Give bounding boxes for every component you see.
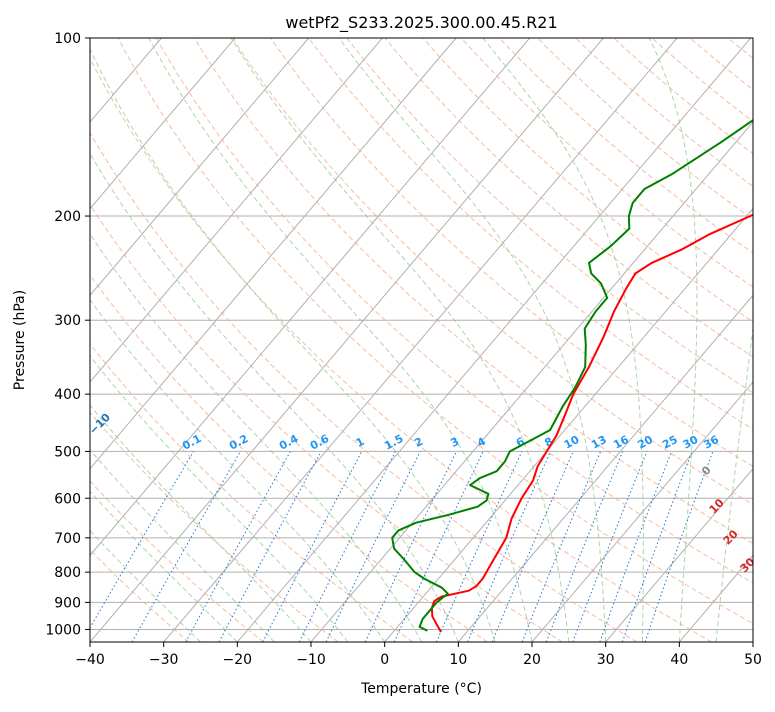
mixing-ratio-label: 20 <box>635 433 655 452</box>
mixing-ratio-line <box>468 451 551 642</box>
y-tick-label: 800 <box>54 565 81 581</box>
x-tick-label: −40 <box>75 652 105 668</box>
y-axis-ticks: 100 200 300 400 500 600 700 800 900 1000 <box>45 31 90 638</box>
isotherm-line <box>16 38 529 642</box>
y-axis-label: Pressure (hPa) <box>12 290 28 390</box>
mixing-ratio-line <box>132 451 240 642</box>
x-axis-ticks: −40 −30 −20 −10 0 10 20 30 40 50 <box>75 642 762 668</box>
dry-adiabat-line <box>611 36 775 642</box>
mixing-ratio-line <box>622 451 692 642</box>
dry-adiabat-line <box>459 36 775 642</box>
isotherm-line <box>0 38 309 642</box>
moist-adiabat-line <box>149 38 532 642</box>
dry-adiabat-line <box>421 36 775 642</box>
moist-adiabat-line <box>483 38 643 642</box>
guide-line-labels: 0.10.20.40.611.52346810131620253036−100−… <box>0 46 775 600</box>
dry-adiabat-line <box>726 36 775 642</box>
dry-adiabat-line <box>687 36 775 642</box>
mixing-ratio-label: 10 <box>562 433 582 452</box>
mixing-ratio-line <box>219 451 321 642</box>
mixing-ratio-label: 0.4 <box>277 432 301 453</box>
x-tick-label: 50 <box>744 652 762 668</box>
moist-adiabat-line <box>231 38 569 642</box>
mixing-ratio-line <box>365 451 456 642</box>
isotherm-line <box>532 38 775 642</box>
moist-adiabat-line <box>716 38 775 642</box>
dry-adiabat-line <box>764 36 775 642</box>
x-tick-label: 20 <box>523 652 541 668</box>
mixing-ratio-line <box>263 451 362 642</box>
dry-adiabat-line <box>3 36 563 642</box>
mixing-ratio-line <box>546 451 622 642</box>
x-axis-label: Temperature (°C) <box>360 681 482 697</box>
mixing-ratio-line <box>82 451 194 642</box>
mixing-ratio-label: 30 <box>681 433 701 452</box>
y-tick-label: 700 <box>54 531 81 547</box>
mixing-ratio-label: 1.5 <box>382 432 405 453</box>
dry-adiabat-line <box>649 36 775 642</box>
y-tick-label: 400 <box>54 387 81 403</box>
moist-adiabat-label: 40 <box>757 580 775 600</box>
dry-adiabat-line <box>345 36 775 642</box>
mixing-ratio-line <box>573 451 647 642</box>
moist-adiabat-label: 0 <box>699 463 714 478</box>
moist-adiabat-label: 10 <box>707 496 727 516</box>
y-tick-label: 100 <box>54 31 81 47</box>
moist-adiabat-line <box>33 38 458 642</box>
isotherm-line <box>311 38 775 642</box>
sounding-traces <box>392 38 775 632</box>
dry-adiabat-line <box>0 36 189 642</box>
x-tick-label: −10 <box>296 652 326 668</box>
dry-adiabat-line <box>0 36 488 642</box>
mixing-ratio-label: 1 <box>354 435 367 450</box>
mixing-ratio-label: 0.6 <box>308 432 332 453</box>
x-tick-label: 0 <box>380 652 389 668</box>
mixing-ratio-label: 0.1 <box>180 432 203 453</box>
mixing-ratio-label: 4 <box>475 435 488 450</box>
x-tick-label: −30 <box>149 652 179 668</box>
chart-title: wetPf2_S233.2025.300.00.45.R21 <box>285 13 557 33</box>
y-tick-label: 900 <box>54 595 81 611</box>
isotherm-line <box>753 38 775 642</box>
mixing-ratio-label: 0.2 <box>227 432 250 453</box>
mixing-ratio-label: 16 <box>611 433 631 452</box>
moist-adiabat-line <box>0 167 274 642</box>
dry-adiabat-lines <box>0 36 775 642</box>
dry-adiabat-line <box>231 36 775 642</box>
x-tick-label: 40 <box>670 652 688 668</box>
dry-adiabat-line <box>535 36 775 642</box>
plot-frame <box>90 38 753 642</box>
temperature-trace <box>432 38 775 632</box>
dry-adiabat-line <box>0 36 413 642</box>
mixing-ratio-label: 13 <box>589 433 609 452</box>
dry-adiabat-label: −10 <box>87 411 114 438</box>
mixing-ratio-line <box>186 451 291 642</box>
dry-adiabat-line <box>497 36 775 642</box>
y-tick-label: 600 <box>54 491 81 507</box>
mixing-ratio-label: 2 <box>412 435 425 450</box>
x-tick-label: 10 <box>449 652 467 668</box>
y-tick-label: 200 <box>54 209 81 225</box>
dry-adiabat-line <box>193 36 775 642</box>
isotherm-lines <box>0 38 775 642</box>
y-tick-label: 300 <box>54 313 81 329</box>
moist-adiabat-line <box>0 95 385 642</box>
mixing-ratio-line <box>645 451 713 642</box>
y-tick-label: 500 <box>54 444 81 460</box>
x-tick-label: 30 <box>597 652 615 668</box>
mixing-ratio-lines <box>82 451 713 642</box>
x-tick-label: −20 <box>223 652 253 668</box>
isotherm-line <box>0 38 382 642</box>
mixing-ratio-label: 3 <box>448 435 461 450</box>
y-tick-label: 1000 <box>45 622 81 638</box>
mixing-ratio-line <box>299 451 395 642</box>
mixing-ratio-line <box>600 451 672 642</box>
isotherm-line <box>385 38 775 642</box>
isotherm-line <box>90 38 603 642</box>
mixing-ratio-label: 25 <box>660 433 680 452</box>
dewpoint-trace <box>392 38 775 631</box>
moist-adiabat-label: 20 <box>721 527 741 547</box>
